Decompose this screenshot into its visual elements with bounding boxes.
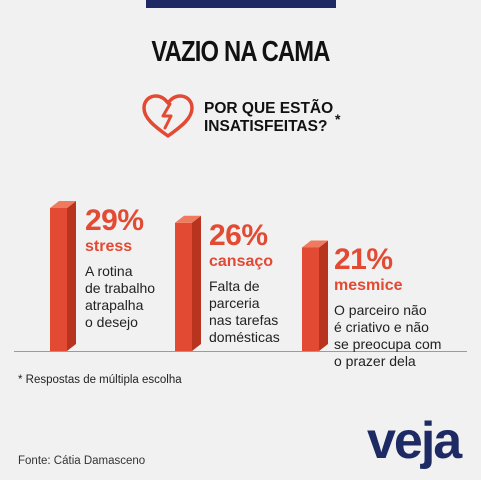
bar-side — [192, 215, 201, 351]
description-line: A rotina — [85, 263, 133, 279]
bar-description: A rotina de trabalho atrapalha o desejo — [85, 263, 225, 331]
description-line: se preocupa com — [334, 336, 442, 353]
bar-top — [302, 240, 328, 248]
value-label: 29% — [85, 204, 144, 237]
question-heading: POR QUE ESTÃO INSATISFEITAS? * — [204, 100, 340, 136]
top-accent-bar — [146, 0, 336, 8]
bar-front — [50, 208, 67, 351]
category-label: mesmice — [334, 277, 403, 295]
question-line-1: POR QUE ESTÃO — [204, 100, 334, 117]
source-credit: Fonte: Cátia Damasceno — [18, 455, 146, 467]
footnote: * Respostas de múltipla escolha — [18, 374, 182, 386]
value-label: 26% — [209, 218, 268, 252]
bar-side — [319, 240, 328, 351]
veja-logo: veja — [367, 412, 462, 470]
category-label: cansaço — [209, 252, 274, 270]
description-line: o prazer dela — [334, 353, 416, 370]
page-title: VAZIO NA CAMA — [151, 36, 330, 68]
description-line: parceria — [209, 294, 260, 311]
value-label: 21% — [334, 243, 393, 277]
bar-side — [67, 201, 76, 351]
bar-mesmice — [302, 240, 328, 351]
bar-top — [175, 215, 201, 223]
description-line: domésticas — [209, 328, 280, 345]
bar-cansaço — [175, 215, 201, 351]
question-line-2: INSATISFEITAS? — [204, 118, 328, 135]
description-line: de trabalho — [85, 280, 156, 296]
question-asterisk: * — [335, 111, 341, 127]
bar-front — [175, 222, 192, 351]
description-line: nas tarefas — [209, 311, 279, 328]
bar-top — [50, 201, 76, 208]
chart-baseline — [14, 351, 467, 352]
bar-front — [302, 247, 319, 351]
bar-description: O parceiro não é criativo e não se preocup… — [334, 302, 474, 370]
category-label: stress — [85, 238, 133, 255]
bar-description: Falta de parceria nas tarefas domésticas — [209, 278, 349, 346]
broken-heart-icon — [142, 94, 194, 138]
description-line: O parceiro não — [334, 302, 427, 319]
description-line: é criativo e não — [334, 319, 429, 336]
bar-stress — [50, 201, 76, 351]
description-line: o desejo — [85, 314, 138, 330]
description-line: atrapalha — [85, 297, 144, 313]
description-line: Falta de — [209, 277, 260, 294]
